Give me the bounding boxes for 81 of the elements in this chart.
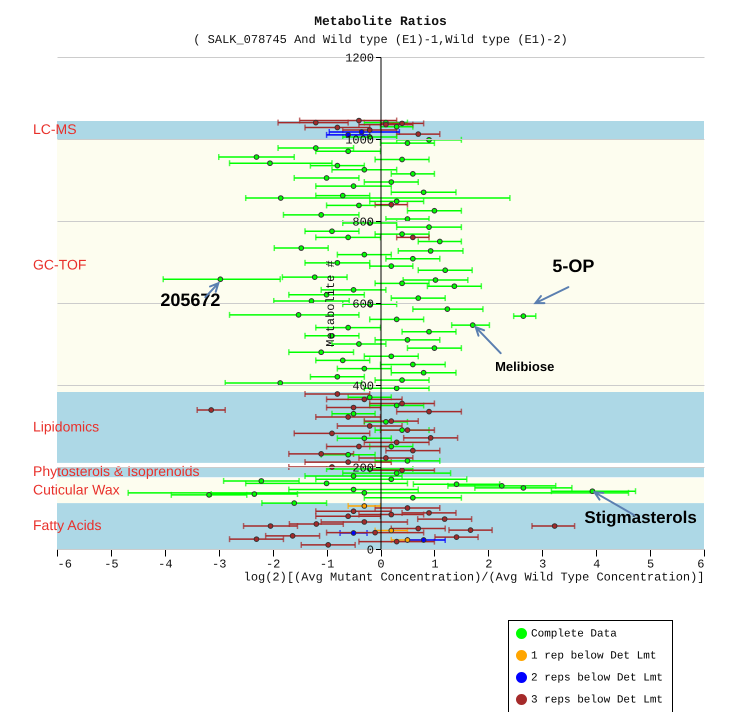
point bbox=[388, 202, 394, 208]
legend-label: 2 reps below Det Lmt bbox=[531, 672, 664, 684]
point bbox=[334, 124, 340, 130]
point bbox=[552, 523, 558, 529]
y-tick-label: 0 bbox=[366, 544, 374, 558]
point bbox=[208, 407, 214, 413]
chart-subtitle: ( SALK_078745 And Wild type (E1)-1,Wild type (E1)-2) bbox=[193, 33, 568, 47]
annotation: 205672 bbox=[160, 290, 220, 310]
x-tick-label: -3 bbox=[212, 558, 226, 572]
point bbox=[325, 542, 332, 548]
point bbox=[366, 127, 373, 133]
point bbox=[312, 120, 319, 126]
point bbox=[334, 391, 340, 397]
x-tick-label: 5 bbox=[646, 558, 654, 572]
x-tick-label: 3 bbox=[539, 558, 546, 572]
band-label: Fatty Acids bbox=[33, 517, 102, 534]
point bbox=[399, 120, 405, 126]
chart-title: Metabolite Ratios bbox=[314, 14, 448, 29]
y-axis-title: Metabolite # bbox=[324, 260, 338, 347]
band-label: GC-TOF bbox=[33, 256, 86, 272]
point bbox=[290, 533, 296, 539]
annotation: 5-OP bbox=[552, 256, 594, 276]
annotation: Stigmasterols bbox=[584, 508, 697, 528]
point bbox=[415, 131, 422, 137]
point bbox=[254, 536, 260, 542]
point bbox=[345, 513, 351, 520]
x-tick-label: -4 bbox=[158, 558, 173, 572]
point bbox=[426, 408, 432, 414]
x-tick-label: -6 bbox=[58, 558, 72, 572]
point bbox=[345, 459, 351, 465]
point bbox=[410, 234, 416, 240]
point bbox=[350, 508, 356, 514]
point bbox=[442, 516, 448, 522]
point bbox=[388, 418, 394, 424]
point bbox=[388, 528, 394, 534]
point bbox=[318, 451, 324, 457]
x-tick-label: 4 bbox=[593, 558, 600, 572]
point bbox=[350, 404, 356, 410]
point bbox=[388, 512, 394, 518]
x-tick-label: 1 bbox=[431, 558, 439, 572]
point bbox=[356, 444, 362, 450]
y-tick-label: 400 bbox=[352, 380, 374, 394]
point bbox=[268, 523, 274, 529]
annotation: Melibiose bbox=[495, 359, 554, 374]
point bbox=[454, 534, 460, 540]
y-tick-label: 1200 bbox=[345, 52, 374, 66]
band-label: LC-MS bbox=[33, 120, 77, 137]
x-tick-label: -5 bbox=[104, 558, 119, 572]
point bbox=[345, 414, 351, 420]
legend-label: 3 reps below Det Lmt bbox=[531, 694, 664, 706]
band-label: Cuticular Wax bbox=[33, 482, 120, 498]
point bbox=[329, 430, 335, 436]
point bbox=[361, 503, 368, 509]
x-tick-label: 6 bbox=[697, 558, 704, 572]
x-tick-label: 2 bbox=[485, 558, 492, 572]
point bbox=[394, 440, 400, 446]
point bbox=[313, 521, 320, 527]
point bbox=[394, 538, 400, 544]
x-axis-title: log(2)[(Avg Mutant Concentration)/(Avg Wild Type Concentration)] bbox=[244, 570, 704, 584]
point bbox=[358, 129, 364, 135]
y-tick-label: 1000 bbox=[345, 134, 374, 148]
point bbox=[361, 396, 368, 402]
x-tick-label: -1 bbox=[320, 558, 334, 572]
point bbox=[404, 427, 410, 433]
x-tick-label: 0 bbox=[377, 558, 385, 572]
point bbox=[350, 530, 356, 536]
point bbox=[415, 526, 422, 532]
point bbox=[410, 448, 416, 454]
band-label: Lipidomics bbox=[33, 418, 100, 434]
point bbox=[404, 505, 410, 511]
x-tick-label: -2 bbox=[266, 558, 280, 572]
point bbox=[383, 455, 389, 461]
point bbox=[428, 435, 434, 441]
legend-label: Complete Data bbox=[531, 628, 618, 640]
point bbox=[356, 118, 362, 124]
point bbox=[399, 400, 405, 406]
point bbox=[361, 519, 368, 525]
legend-label: 1 rep below Det Lmt bbox=[531, 650, 656, 662]
point bbox=[468, 527, 474, 533]
point bbox=[426, 510, 432, 516]
point bbox=[366, 423, 373, 429]
